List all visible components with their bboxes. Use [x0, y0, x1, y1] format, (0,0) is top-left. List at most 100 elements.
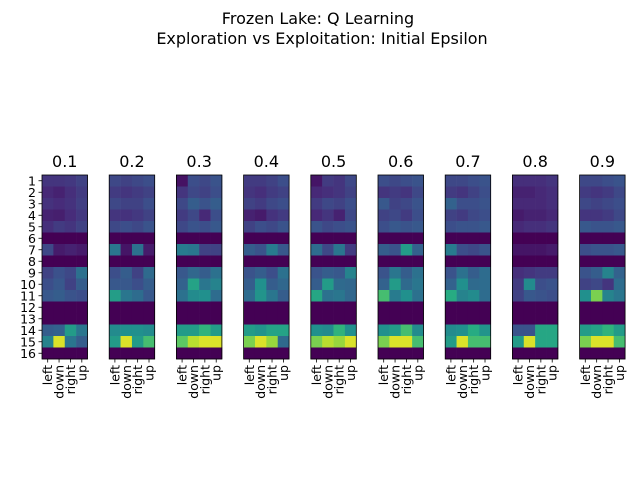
heatmap-cell	[53, 347, 66, 360]
heatmap-cell	[602, 336, 615, 348]
heatmap-cell	[535, 198, 547, 210]
heatmap-cell	[456, 198, 469, 210]
heatmap-cell	[210, 313, 223, 325]
heatmap-cell	[579, 324, 592, 337]
heatmap-cell	[176, 301, 189, 314]
heatmap-cell	[53, 198, 66, 210]
heatmap-cell	[602, 209, 615, 222]
heatmap-cell	[523, 198, 536, 210]
heatmap-cell	[467, 336, 480, 348]
heatmap-cell	[546, 313, 559, 325]
heatmap-cell	[187, 232, 200, 245]
heatmap-cell	[53, 301, 66, 314]
heatmap-cell	[613, 336, 626, 348]
heatmap-cell	[187, 313, 200, 325]
heatmap-cell	[210, 209, 223, 222]
heatmap-cell	[389, 336, 402, 348]
heatmap-cell	[613, 198, 626, 210]
heatmap-cell	[266, 186, 279, 199]
heatmap-cell	[120, 267, 133, 279]
heatmap-cell	[412, 347, 424, 360]
heatmap-cell	[613, 313, 626, 325]
heatmap-cell	[412, 186, 424, 199]
heatmap-cell	[199, 278, 211, 291]
heatmap-cell	[266, 198, 279, 210]
heatmap-cell	[131, 186, 144, 199]
heatmap-cell	[310, 290, 323, 302]
heatmap-cell	[322, 186, 334, 199]
heatmap-cell	[143, 255, 155, 268]
heatmap-cell	[546, 209, 559, 222]
heatmap-cell	[143, 244, 155, 256]
x-tick-label: left	[376, 365, 391, 385]
heatmap-cell	[187, 278, 200, 291]
heatmap-cell	[131, 221, 144, 233]
heatmap-cell	[243, 244, 256, 256]
panel-title: 0.8	[522, 152, 547, 171]
heatmap-cell	[109, 232, 121, 245]
heatmap-cell	[109, 244, 121, 256]
x-tick-label: down	[388, 365, 403, 399]
heatmap-cell	[456, 255, 469, 268]
x-tick-label: left	[511, 365, 526, 385]
heatmap-cell	[479, 336, 491, 348]
heatmap-cell	[199, 290, 211, 302]
heatmap-cell	[579, 221, 592, 233]
heatmap-cell	[277, 267, 290, 279]
heatmap-cell	[333, 347, 346, 360]
heatmap-cell	[310, 347, 323, 360]
heatmap-cell	[613, 324, 626, 337]
heatmap-cell	[579, 278, 592, 291]
heatmap-cell	[512, 221, 525, 233]
heatmap-cell	[53, 324, 66, 337]
heatmap-cell	[389, 324, 402, 337]
heatmap-cell	[109, 175, 121, 187]
heatmap-cell	[53, 255, 66, 268]
heatmap-cell	[400, 186, 413, 199]
heatmap-cell	[535, 313, 547, 325]
heatmap-cell	[523, 347, 536, 360]
heatmap-cell	[445, 324, 457, 337]
x-tick-label: down	[186, 365, 201, 399]
heatmap-cell	[42, 347, 54, 360]
heatmap-cell	[412, 278, 424, 291]
heatmap-cell	[310, 186, 323, 199]
x-tick-label: right	[332, 365, 347, 394]
heatmap-cell	[344, 324, 357, 337]
heatmap-cell	[378, 290, 390, 302]
heatmap-cell	[523, 290, 536, 302]
heatmap-cell	[210, 267, 223, 279]
panel-title: 0.9	[590, 152, 615, 171]
heatmap-cell	[602, 221, 615, 233]
heatmap-cell	[210, 301, 223, 314]
heatmap-cell	[445, 198, 457, 210]
heatmap-cell	[187, 209, 200, 222]
heatmap-cell	[243, 232, 256, 245]
heatmap-cell	[243, 209, 256, 222]
heatmap-cell	[546, 198, 559, 210]
heatmap-cell	[76, 209, 88, 222]
heatmap-cell	[412, 336, 424, 348]
x-tick-label: down	[253, 365, 268, 399]
heatmap-cell	[523, 209, 536, 222]
heatmap-cell	[266, 278, 279, 291]
heatmap-cell	[322, 175, 334, 187]
heatmap-cell	[344, 313, 357, 325]
heatmap-cell	[187, 324, 200, 337]
heatmap-cell	[243, 175, 256, 187]
panel-title: 0.3	[186, 152, 211, 171]
heatmap-cell	[76, 232, 88, 245]
heatmap-cell	[109, 267, 121, 279]
heatmap-cell	[322, 232, 334, 245]
heatmap-cell	[53, 244, 66, 256]
heatmap-cell	[590, 221, 603, 233]
heatmap-cell	[456, 347, 469, 360]
panel-frame	[377, 174, 424, 360]
heatmap-cell	[131, 313, 144, 325]
heatmap-cell	[187, 301, 200, 314]
heatmap-cell	[344, 198, 357, 210]
heatmap-cell	[445, 232, 457, 245]
heatmap-cell	[254, 313, 267, 325]
panel-title: 0.5	[321, 152, 346, 171]
heatmap-cell	[590, 267, 603, 279]
